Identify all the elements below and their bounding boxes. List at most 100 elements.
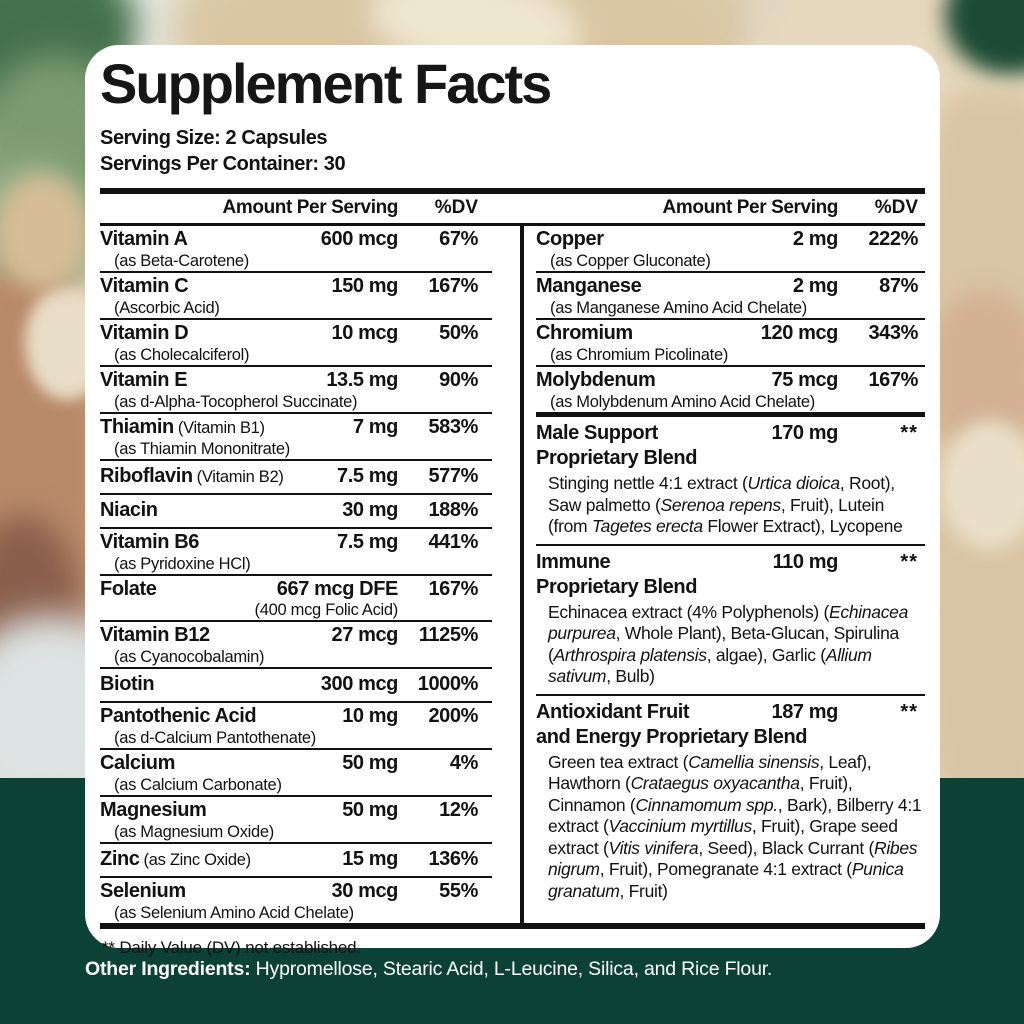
nutrient-amount: 15 mg (342, 848, 398, 870)
nutrient-name: Vitamin A (100, 227, 188, 250)
nutrient-dv: 55% (439, 879, 478, 902)
nutrient-amount: 2 mg (792, 274, 838, 297)
nutrient-amount: 600 mcg (320, 227, 399, 250)
nutrient-name: Pantothenic Acid (100, 704, 257, 727)
nutrient-dv: 136% (428, 848, 478, 870)
table-row: Selenium 30 mcg 55% (as Selenium Amino Acid… (100, 878, 492, 923)
facts-header: Amount Per Serving %DV Amount Per Servin… (100, 194, 925, 226)
table-row: Vitamin B12 27 mcg 1125% (as Cyanocobalamin… (100, 622, 492, 669)
photo-capsule-blob (0, 175, 90, 290)
right-column: Copper 2 mg 222% (as Copper Gluconate) Manga… (536, 226, 925, 923)
nutrient-name: Biotin (100, 673, 155, 695)
nutrient-amount: 2 mg (792, 227, 838, 250)
nutrient-name-note: (as Zinc Oxide) (143, 851, 252, 869)
table-row: Magnesium 50 mg 12% (as Magnesium Oxide) (100, 797, 492, 844)
nutrient-dv: 200% (428, 704, 478, 727)
nutrient-dv: 4% (449, 751, 479, 774)
left-column: Vitamin A 600 mcg 67% (as Beta-Carotene) Vit… (100, 226, 492, 923)
nutrient-dv: 67% (439, 227, 478, 250)
nutrient-name: Vitamin D (100, 321, 189, 344)
table-row: Vitamin C 150 mg 167% (Ascorbic Acid) (100, 273, 492, 320)
table-row: Riboflavin (Vitamin B2) 7.5 mg 577% (100, 461, 492, 495)
nutrient-amount: 150 mg (331, 274, 398, 297)
table-row: Zinc (as Zinc Oxide) 15 mg 136% (100, 844, 492, 878)
nutrient-source: (as Thiamin Mononitrate) (114, 439, 290, 458)
nutrient-source: (as d-Alpha-Tocopherol Succinate) (114, 392, 358, 411)
nutrient-source: (as Chromium Picolinate) (550, 345, 729, 364)
nutrient-name: Zinc (100, 848, 140, 870)
nutrient-amount: 7.5 mg (337, 465, 398, 487)
supplement-facts-panel: Supplement Facts Serving Size: 2 Capsule… (85, 45, 940, 957)
nutrient-name: Manganese (536, 274, 642, 297)
table-row: Molybdenum 75 mcg 167% (as Molybdenum Amino… (536, 367, 925, 412)
blend-amount: 170 mg (771, 422, 838, 444)
blend-description: Stinging nettle 4:1 extract (Urtica dioi… (548, 473, 903, 536)
nutrient-source: (as Cyanocobalamin) (114, 647, 265, 666)
amount-header: Amount Per Serving (662, 197, 839, 218)
nutrient-amount-sub: (400 mcg Folic Acid) (254, 600, 399, 619)
servings-per-container: Servings Per Container: 30 (100, 153, 346, 175)
other-ingredients-text: Hypromellose, Stearic Acid, L-Leucine, S… (250, 958, 773, 980)
nutrient-dv: 1125% (418, 623, 479, 646)
nutrient-name: Copper (536, 227, 604, 250)
nutrient-source: (as Molybdenum Amino Acid Chelate) (550, 392, 815, 411)
nutrient-source: (as Calcium Carbonate) (114, 775, 282, 794)
table-row: Folate 667 mcg DFE (400 mcg Folic Acid) 167… (100, 576, 492, 622)
minerals-section: Copper 2 mg 222% (as Copper Gluconate) Manga… (536, 226, 925, 412)
table-row: Copper 2 mg 222% (as Copper Gluconate) (536, 226, 925, 273)
nutrient-source: (as Copper Gluconate) (550, 251, 711, 270)
nutrient-dv: 167% (428, 274, 478, 297)
dv-header: %DV (434, 197, 478, 218)
table-row: Vitamin E 13.5 mg 90% (as d-Alpha-Tocophero… (100, 367, 492, 414)
nutrient-name: Niacin (100, 499, 158, 521)
table-row: Manganese 2 mg 87% (as Manganese Amino Acid… (536, 273, 925, 320)
nutrient-dv: 167% (428, 577, 478, 600)
table-row: Vitamin B6 7.5 mg 441% (as Pyridoxine HCl) (100, 529, 492, 576)
nutrient-amount: 667 mcg DFE (400 mcg Folic Acid) (254, 577, 399, 619)
nutrient-dv: 12% (439, 798, 478, 821)
nutrient-dv: 167% (868, 368, 918, 391)
nutrient-amount: 13.5 mg (326, 368, 398, 391)
nutrient-dv: 50% (439, 321, 478, 344)
nutrient-name: Vitamin E (100, 368, 188, 391)
table-row: Chromium 120 mcg 343% (as Chromium Picolina… (536, 320, 925, 367)
nutrient-dv: 222% (868, 227, 918, 250)
left-column-header: Amount Per Serving %DV (100, 197, 492, 219)
blend-description: Echinacea extract (4% Polyphenols) (Echi… (548, 601, 909, 687)
blend-amount: 187 mg (771, 700, 838, 723)
nutrient-name: Magnesium (100, 798, 207, 821)
dv-footnote: ** Daily Value (DV) not established. (102, 938, 361, 957)
serving-size: Serving Size: 2 Capsules (100, 127, 328, 149)
nutrient-dv: 1000% (417, 673, 479, 695)
nutrient-amount: 10 mg (342, 704, 398, 727)
nutrient-source: (as Selenium Amino Acid Chelate) (114, 903, 354, 922)
table-row: Vitamin D 10 mcg 50% (as Cholecalciferol) (100, 320, 492, 367)
nutrient-amount: 27 mcg (331, 623, 398, 646)
blend-dv: ** (900, 700, 918, 723)
nutrient-dv: 188% (428, 499, 478, 521)
nutrient-source: (Ascorbic Acid) (114, 298, 220, 317)
nutrient-name: Vitamin B12 (100, 623, 210, 646)
panel-title: Supplement Facts (100, 52, 552, 115)
table-row: Calcium 50 mg 4% (as Calcium Carbonate) (100, 750, 492, 797)
nutrient-name: Chromium (536, 321, 633, 344)
blend-dv: ** (900, 550, 918, 573)
table-row: Thiamin (Vitamin B1) 7 mg 583% (as Thiamin M… (100, 414, 492, 461)
nutrient-amount: 50 mg (342, 798, 398, 821)
photo-capsule-blob (940, 420, 1024, 550)
nutrient-name: Riboflavin (100, 465, 193, 487)
other-ingredients: Other Ingredients: Hypromellose, Stearic… (85, 957, 955, 981)
other-ingredients-label: Other Ingredients: (85, 958, 251, 980)
column-divider (520, 226, 524, 923)
nutrient-amount: 120 mcg (760, 321, 839, 344)
blend-name-line2: Proprietary Blend (536, 447, 698, 469)
blend-dv: ** (900, 422, 918, 444)
blend-row: Immune 110 mg ** Proprietary Blend Echinacea… (536, 543, 925, 694)
blend-amount: 110 mg (772, 550, 839, 573)
nutrient-source: (as Magnesium Oxide) (114, 822, 274, 841)
dv-header: %DV (874, 197, 918, 218)
nutrient-dv: 343% (868, 321, 918, 344)
nutrient-amount: 7.5 mg (337, 530, 398, 553)
amount-header: Amount Per Serving (222, 197, 399, 218)
nutrient-name: Vitamin C (100, 274, 189, 297)
